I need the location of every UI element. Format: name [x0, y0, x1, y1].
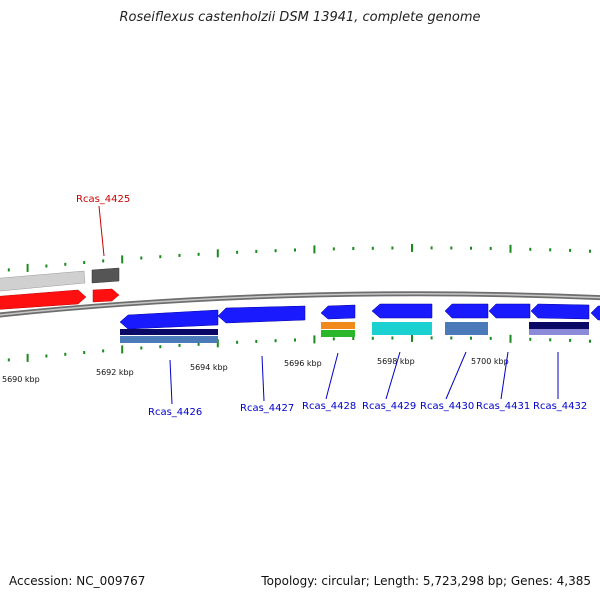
- gene-labels: Rcas_4425 Rcas_4426 Rcas_4427 Rcas_4428 …: [76, 194, 587, 418]
- scale-label-5694: 5694 kbp: [190, 363, 228, 372]
- gene-red-rcas-4425[interactable]: [92, 288, 120, 303]
- outer-scale-ticks: [7, 243, 591, 272]
- gene-grey-forward[interactable]: [0, 270, 86, 292]
- gene-label-rcas-4429[interactable]: Rcas_4429: [362, 401, 416, 412]
- map-title: Roseiflexus castenholzii DSM 13941, comp…: [119, 10, 481, 25]
- scale-label-5696: 5696 kbp: [284, 359, 322, 368]
- leader-rcas-4428: [325, 352, 339, 400]
- scale-label-5698: 5698 kbp: [377, 357, 415, 366]
- gene-rcas-4431[interactable]: [488, 303, 531, 319]
- genome-backbone-highlight: [0, 293, 600, 316]
- gene-rcas-4429[interactable]: [371, 303, 433, 319]
- gene-rcas-4426-navy[interactable]: [120, 329, 218, 335]
- gene-rcas-4428[interactable]: [320, 304, 356, 320]
- gene-label-rcas-4425[interactable]: Rcas_4425: [76, 194, 130, 205]
- scale-label-5692: 5692 kbp: [96, 368, 134, 377]
- gene-label-rcas-4428[interactable]: Rcas_4428: [302, 401, 356, 412]
- gene-dark-grey-forward[interactable]: [91, 267, 120, 284]
- gene-rcas-4432-navy[interactable]: [529, 322, 589, 329]
- genome-summary-text: Topology: circular; Length: 5,723,298 bp…: [261, 574, 591, 588]
- gene-rcas-4429-cyan[interactable]: [372, 322, 432, 335]
- gene-rcas-4426-steel[interactable]: [120, 336, 218, 343]
- gene-rcas-4430[interactable]: [444, 303, 489, 319]
- leader-rcas-4430: [445, 351, 467, 400]
- scale-label-5690: 5690 kbp: [2, 375, 40, 384]
- gene-label-rcas-4431[interactable]: Rcas_4431: [476, 401, 530, 412]
- gene-label-rcas-4427[interactable]: Rcas_4427: [240, 403, 294, 414]
- leader-rcas-4427: [261, 355, 265, 402]
- gene-rcas-4428-orange[interactable]: [321, 322, 355, 329]
- gene-label-rcas-4426[interactable]: Rcas_4426: [148, 407, 202, 418]
- gene-partial-right[interactable]: [590, 305, 600, 321]
- gene-rcas-4428-green[interactable]: [321, 330, 355, 337]
- inner-scale-ticks: [7, 333, 591, 362]
- gene-rcas-4432[interactable]: [530, 303, 590, 320]
- gene-rcas-4430-steel[interactable]: [445, 322, 488, 335]
- gene-rcas-4432-lavender[interactable]: [529, 329, 589, 335]
- scale-label-5700: 5700 kbp: [471, 357, 509, 366]
- scale-labels: 5690 kbp 5692 kbp 5694 kbp 5696 kbp 5698…: [2, 357, 509, 384]
- gene-label-rcas-4432[interactable]: Rcas_4432: [533, 401, 587, 412]
- gene-label-leaders: [98, 205, 559, 405]
- accession-text: Accession: NC_009767: [9, 574, 146, 588]
- leader-rcas-4426: [169, 359, 173, 405]
- gene-rcas-4426[interactable]: [119, 309, 219, 330]
- reverse-strand-genes: [119, 303, 600, 343]
- gene-label-rcas-4430[interactable]: Rcas_4430: [420, 401, 474, 412]
- forward-strand-genes: [0, 267, 120, 310]
- leader-rcas-4429: [385, 351, 401, 400]
- gene-red-rcas-4425-left[interactable]: [0, 289, 87, 310]
- gene-rcas-4427[interactable]: [217, 305, 306, 324]
- leader-rcas-4431: [500, 351, 509, 400]
- leader-rcas-4425: [98, 205, 105, 257]
